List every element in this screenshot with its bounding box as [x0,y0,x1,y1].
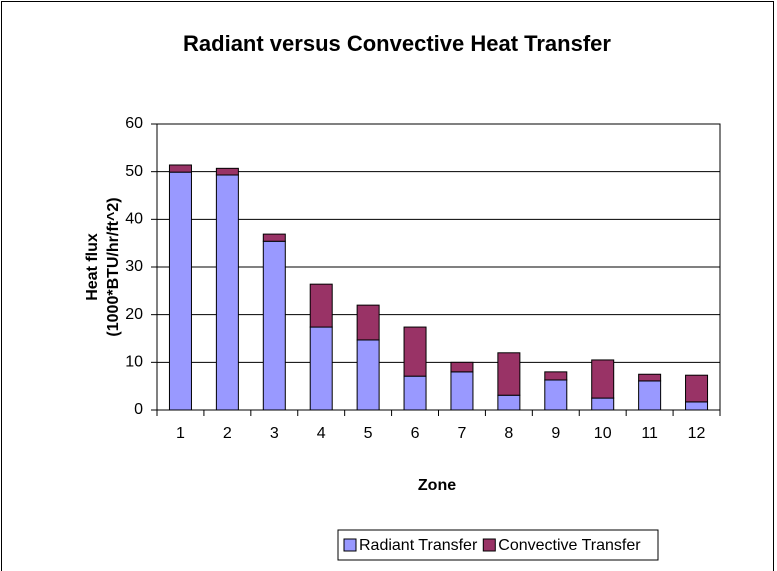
x-tick-label: 4 [317,425,326,442]
y-tick-label: 0 [134,401,143,418]
bar [356,339,380,411]
bar [685,401,709,411]
y-axis-label: Heat flux [84,233,101,301]
bar [309,326,333,411]
x-tick-label: 10 [594,425,612,442]
x-tick-label: 6 [411,425,420,442]
bar [215,174,239,411]
x-tick-label: 7 [458,425,467,442]
legend-label: Convective Transfer [498,537,641,554]
bar [262,233,286,242]
y-tick-label: 30 [125,258,143,275]
y-axis-label: (1000*BTU/hr/ft^2) [105,197,122,336]
y-tick-label: 20 [125,306,143,323]
x-axis-label: Zone [418,477,456,494]
x-tick-label: 3 [270,425,279,442]
x-tick-label: 8 [504,425,513,442]
bar [591,397,615,411]
y-tick-label: 60 [125,115,143,132]
x-tick-label: 2 [223,425,232,442]
chart-title: Radiant versus Convective Heat Transfer [183,31,611,56]
bar [309,283,333,328]
bar [544,371,568,381]
y-tick-label: 40 [125,211,143,228]
legend-swatch [343,538,357,552]
bar [497,352,521,396]
bar [638,373,662,382]
bar [450,371,474,411]
bar [356,304,380,341]
bar [262,240,286,411]
bar [168,164,192,173]
bar [497,394,521,411]
bar [215,167,239,176]
bar [403,375,427,411]
x-tick-label: 1 [176,425,185,442]
bar [685,374,709,403]
bar [638,380,662,411]
legend-box [337,529,659,561]
bar [403,326,427,377]
bar [168,171,192,411]
x-tick-label: 5 [364,425,373,442]
x-tick-label: 12 [688,425,706,442]
bar [450,361,474,373]
bar [591,359,615,399]
y-tick-label: 50 [125,163,143,180]
bar [544,379,568,411]
legend-swatch [482,538,496,552]
legend-label: Radiant Transfer [359,537,478,554]
x-tick-label: 9 [551,425,560,442]
y-tick-label: 10 [125,354,143,371]
x-tick-label: 11 [641,425,658,442]
